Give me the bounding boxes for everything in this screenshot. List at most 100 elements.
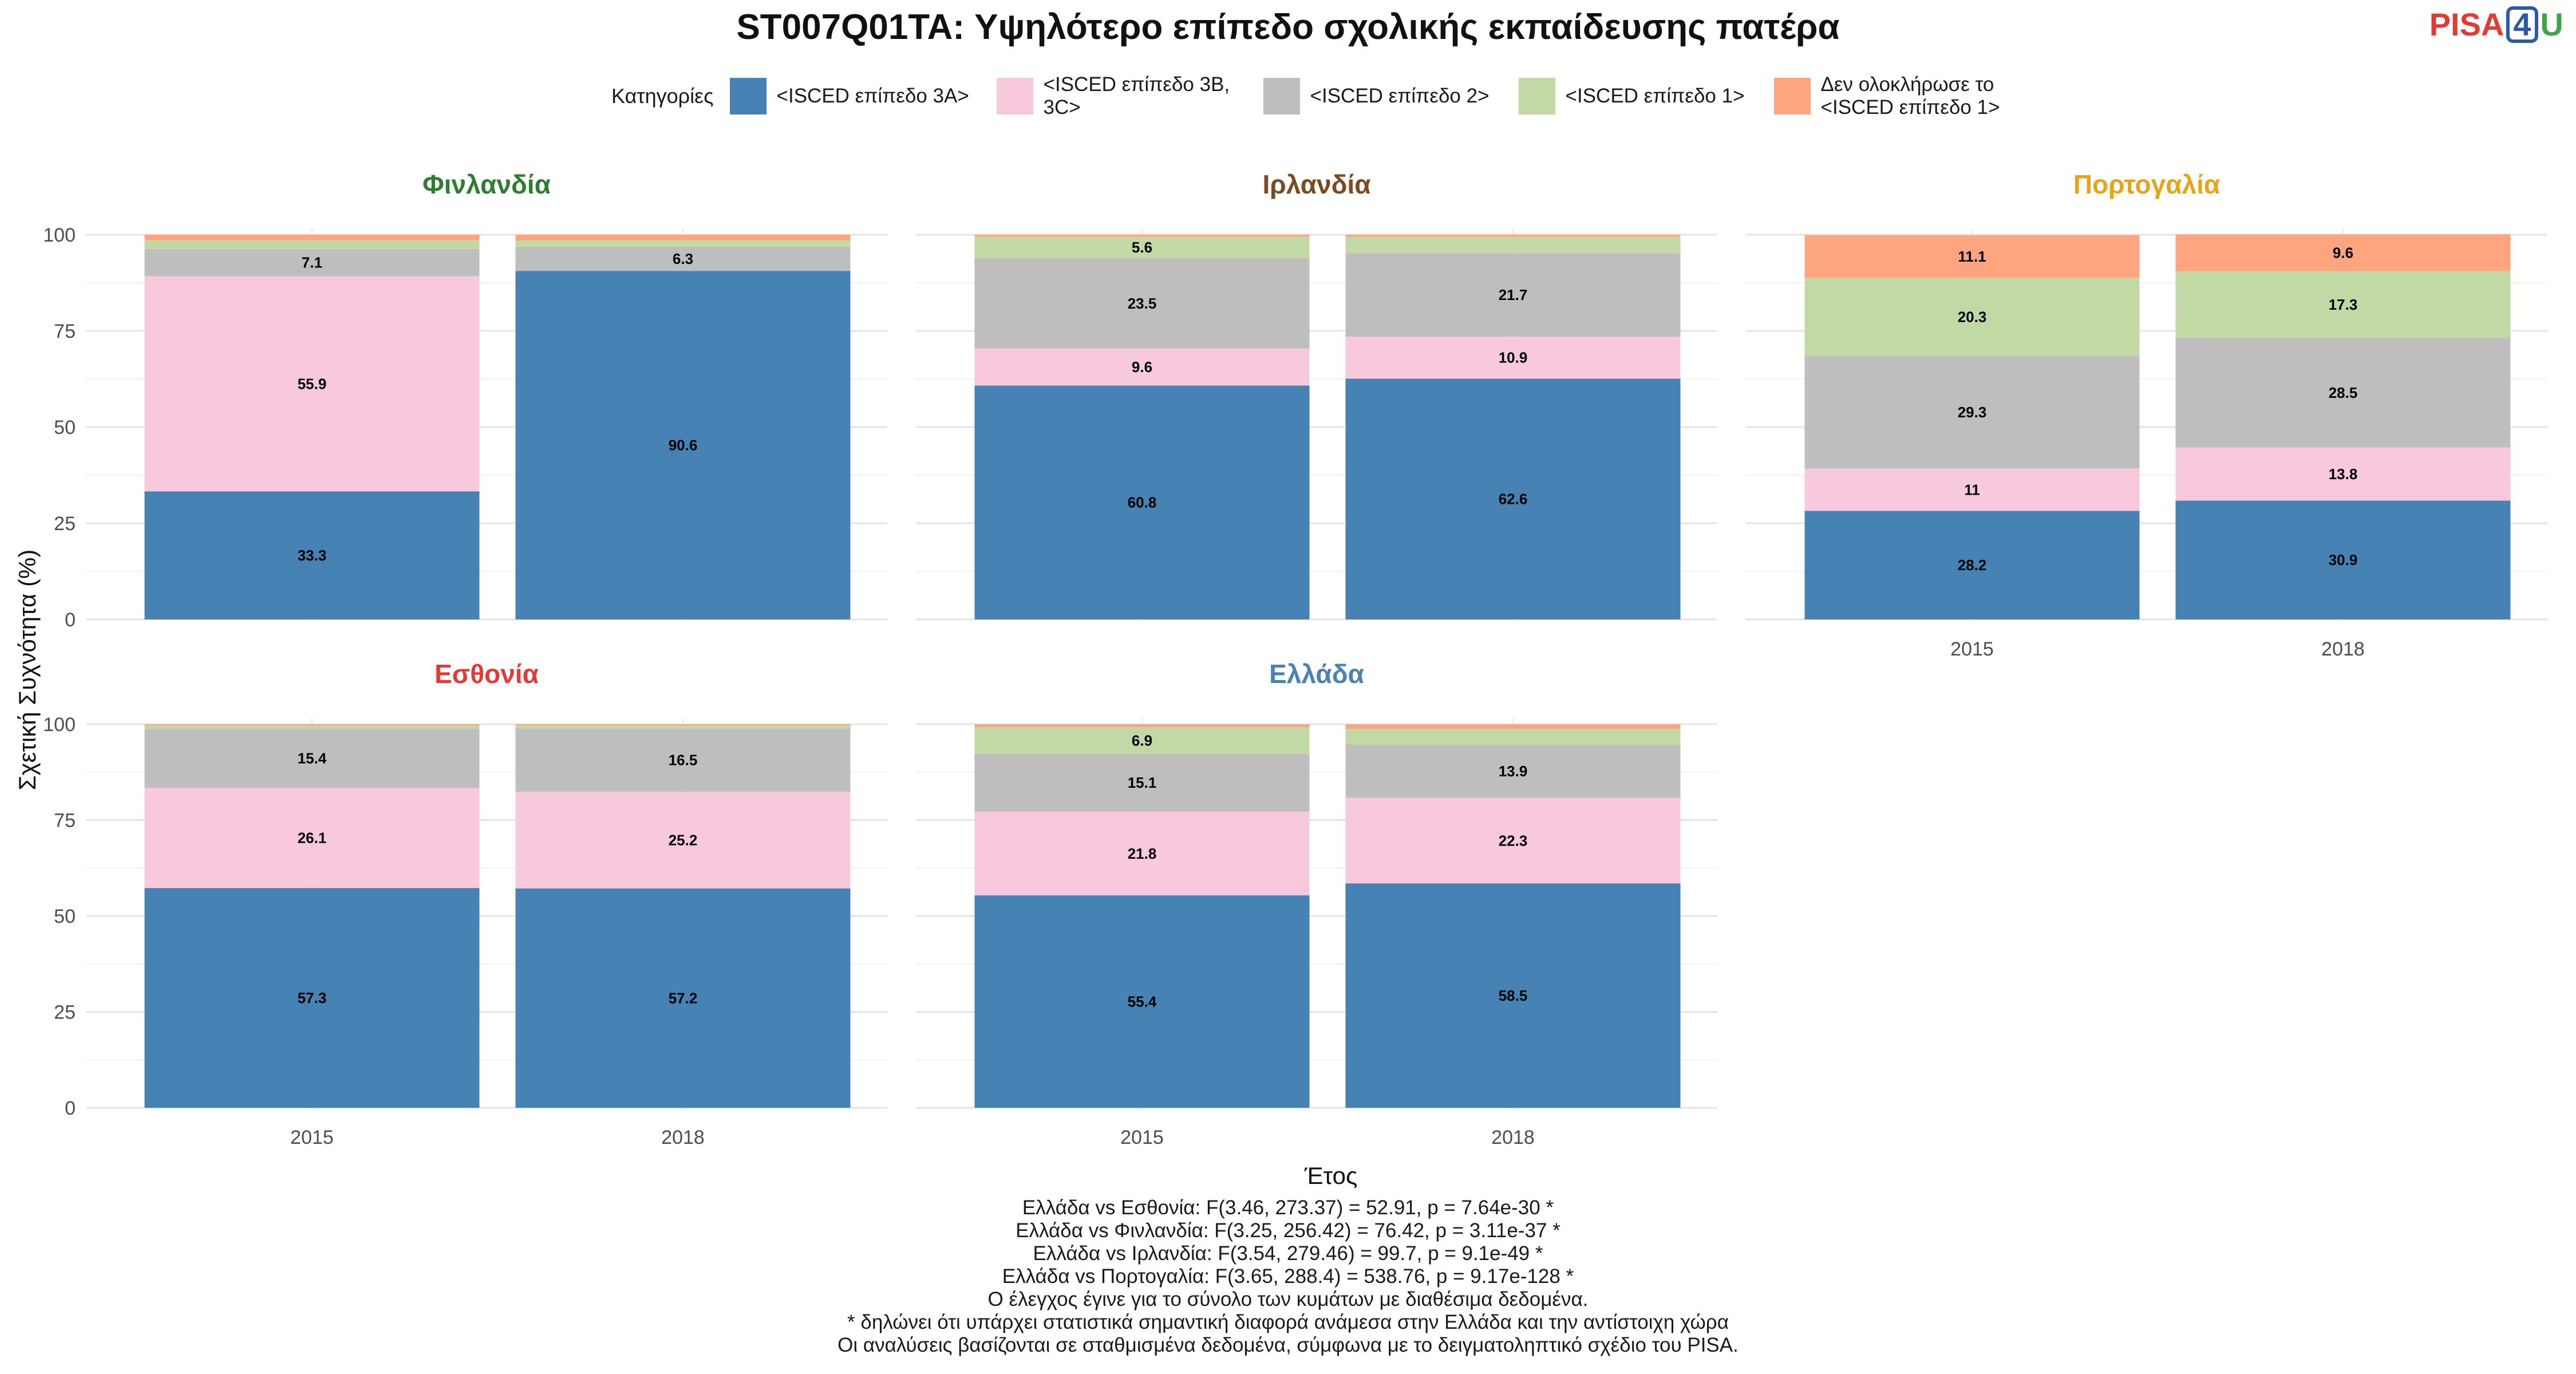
- footnote-line: Οι αναλύσεις βασίζονται σε σταθμισμένα δ…: [837, 1334, 1739, 1356]
- footnote-line: Ελλάδα vs Φινλανδία: F(3.25, 256.42) = 7…: [1016, 1219, 1560, 1242]
- legend-item-isced-2: <ISCED επίπεδο 2>: [1263, 78, 1499, 114]
- data-label: 28.5: [2329, 384, 2358, 401]
- bar-segment: [1345, 236, 1681, 254]
- legend: Κατηγορίες <ISCED επίπεδο 3A> <ISCED επί…: [611, 73, 2092, 119]
- x-tick-label: 2018: [661, 1127, 705, 1148]
- data-label: 6.9: [1132, 732, 1152, 749]
- legend-label: <ISCED επίπεδο 3B, 3C>: [1043, 73, 1230, 119]
- data-label: 15.4: [298, 750, 327, 767]
- legend-swatch: [1263, 78, 1300, 114]
- bar-segment: [974, 724, 1310, 728]
- y-tick-label: 0: [65, 609, 76, 631]
- data-label: 90.6: [669, 437, 698, 454]
- bar-segment: [144, 725, 480, 729]
- data-label: 17.3: [2329, 296, 2358, 313]
- bar-segment: [1345, 744, 1681, 798]
- data-label: 22.3: [1499, 832, 1528, 849]
- bar-segment: [974, 385, 1310, 619]
- bar-segment: [144, 788, 480, 889]
- data-label: 28.2: [1958, 556, 1987, 574]
- bar-segment: [515, 791, 851, 889]
- data-label: 5.6: [1132, 239, 1152, 256]
- footnote-line: Ελλάδα vs Πορτογαλία: F(3.65, 288.4) = 5…: [1002, 1265, 1574, 1288]
- legend-swatch: [1773, 78, 1811, 114]
- data-label: 57.3: [298, 989, 327, 1006]
- data-label: 55.9: [298, 375, 327, 392]
- x-tick-label: 2018: [1491, 1127, 1535, 1148]
- data-label: 10.9: [1499, 349, 1528, 366]
- bar-segment: [1804, 468, 2140, 511]
- data-label: 15.1: [1128, 774, 1157, 791]
- bar-segment: [974, 753, 1310, 812]
- bar-segment: [974, 727, 1310, 754]
- data-label: 60.8: [1128, 494, 1157, 511]
- data-label: 11.1: [1958, 248, 1986, 265]
- data-label: 33.3: [298, 547, 327, 564]
- logo-text-4: 4: [2506, 6, 2538, 43]
- footnote-line: Ο έλεγχος έγινε για το σύνολο των κυμάτω…: [987, 1288, 1589, 1310]
- chart-title: ST007Q01TA: Υψηλότερο επίπεδο σχολικής ε…: [736, 7, 1840, 47]
- x-tick-label: 2018: [2321, 638, 2365, 660]
- data-label: 7.1: [302, 254, 322, 271]
- bar-segment: [1345, 253, 1681, 337]
- data-label: 58.5: [1499, 987, 1528, 1004]
- facet-title-4: Ελλάδα: [1269, 659, 1364, 689]
- bar-segment: [2175, 447, 2511, 501]
- bar-segment: [144, 491, 480, 619]
- legend-label: <ISCED επίπεδο 1>: [1565, 85, 1745, 107]
- data-label: 57.2: [669, 989, 698, 1006]
- data-label: 62.6: [1499, 491, 1528, 508]
- y-tick-label: 50: [54, 417, 76, 439]
- footnote-line: * δηλώνει ότι υπάρχει στατιστικά σημαντι…: [847, 1311, 1729, 1333]
- y-tick-label: 25: [54, 1002, 76, 1024]
- data-label: 30.9: [2329, 551, 2358, 568]
- data-label: 29.3: [1958, 404, 1987, 421]
- bar-segment: [144, 248, 480, 277]
- legend-swatch: [996, 78, 1033, 114]
- legend-item-isced-1: <ISCED επίπεδο 1>: [1518, 78, 1755, 114]
- bar-segment: [1345, 883, 1681, 1108]
- x-tick-label: 2015: [1950, 638, 1994, 660]
- bar-segment: [515, 728, 851, 792]
- legend-swatch: [729, 78, 767, 114]
- bar-segment: [974, 258, 1310, 349]
- legend-item-below-isced-1: Δεν ολοκλήρωσε το <ISCED επίπεδο 1>: [1773, 73, 2073, 119]
- bar-segment: [515, 246, 851, 271]
- data-label: 9.6: [1132, 358, 1152, 376]
- bar-segment: [974, 348, 1310, 386]
- data-label: 26.1: [298, 830, 327, 847]
- data-label: 25.2: [669, 831, 698, 848]
- bar-segment: [1804, 356, 2140, 469]
- footnote-line: Ελλάδα vs Εσθονία: F(3.46, 273.37) = 52.…: [1022, 1197, 1554, 1219]
- data-label: 9.6: [2333, 244, 2353, 262]
- y-tick-label: 75: [54, 810, 76, 832]
- x-axis-title: Έτος: [1304, 1162, 1358, 1189]
- bar-segment: [144, 240, 480, 249]
- bar-segment: [1345, 724, 1681, 729]
- bar-segment: [974, 811, 1310, 895]
- bar-segment: [144, 235, 480, 241]
- bar-segment: [1345, 235, 1681, 237]
- x-tick-label: 2015: [290, 1127, 334, 1148]
- bar-segment: [1345, 378, 1681, 619]
- y-tick-label: 75: [54, 321, 76, 342]
- bar-segment: [974, 895, 1310, 1108]
- data-label: 23.5: [1128, 295, 1157, 312]
- bar-segment: [144, 888, 480, 1108]
- facet-title-2: Πορτογαλία: [2073, 169, 2220, 199]
- bar-segment: [1345, 337, 1681, 379]
- bar-segment: [1804, 511, 2140, 619]
- bar-segment: [974, 236, 1310, 258]
- legend-item-isced-3b-3c: <ISCED επίπεδο 3B, 3C>: [996, 73, 1244, 119]
- facet-title-3: Εσθονία: [434, 659, 539, 689]
- y-tick-label: 100: [43, 714, 76, 736]
- legend-label: <ISCED επίπεδο 3A>: [776, 85, 969, 107]
- bar-segment: [1804, 235, 2140, 278]
- bar-segment: [2175, 500, 2511, 619]
- legend-label: <ISCED επίπεδο 2>: [1310, 85, 1490, 107]
- facet-title-0: Φινλανδία: [422, 169, 551, 199]
- data-label: 21.8: [1128, 845, 1157, 862]
- data-label: 21.7: [1499, 286, 1528, 303]
- y-axis-title: Σχετική Συχνότητα (%): [14, 550, 41, 791]
